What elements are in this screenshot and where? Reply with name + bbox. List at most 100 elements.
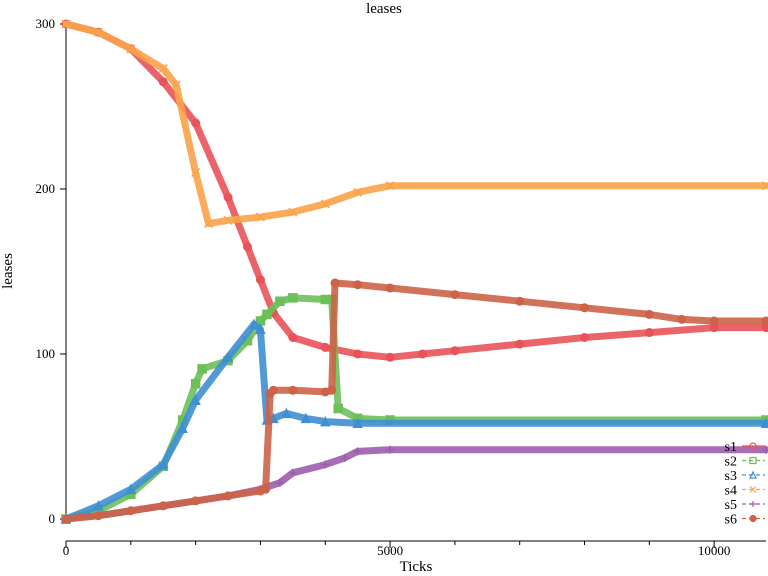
data-point-s5	[275, 478, 284, 487]
data-point-s4	[204, 219, 214, 229]
legend-label-s6: s6	[725, 513, 737, 528]
data-point-s2	[333, 403, 343, 414]
data-point-s3	[281, 407, 292, 419]
legend-label-s3: s3	[725, 469, 737, 484]
data-point-s1	[417, 349, 427, 359]
legend-marker-s5	[750, 501, 756, 507]
data-point-s4	[93, 27, 103, 37]
data-point-s1	[580, 333, 590, 342]
legend-marker-s6	[749, 514, 757, 523]
data-point-s5	[762, 445, 768, 454]
data-point-s6	[580, 303, 590, 313]
legend-marker-s3	[749, 470, 757, 479]
data-point-s6	[353, 280, 363, 290]
data-point-s5	[288, 468, 297, 477]
y-tick-label: 300	[36, 16, 56, 31]
data-point-s3	[222, 351, 234, 363]
data-point-s1	[644, 328, 654, 338]
legend-marker-s2	[749, 456, 757, 465]
data-point-s1	[385, 352, 395, 362]
data-point-s1	[320, 342, 330, 352]
data-point-s1	[223, 192, 233, 202]
data-point-s6	[268, 385, 278, 395]
data-point-s4	[223, 215, 233, 225]
chart-title: leases	[366, 1, 402, 17]
legend-label-s2: s2	[725, 455, 737, 470]
data-point-s6	[158, 501, 168, 511]
x-tick-label: 0	[63, 543, 70, 558]
y-tick-label: 100	[36, 346, 56, 361]
data-point-s3	[760, 417, 768, 429]
data-point-s6	[330, 278, 340, 288]
data-point-s6	[191, 496, 201, 506]
data-point-s1	[288, 333, 298, 342]
data-point-s2	[288, 293, 298, 303]
data-point-s6	[288, 385, 298, 395]
data-point-s6	[61, 514, 71, 524]
data-point-s4	[158, 64, 168, 74]
data-point-s6	[677, 314, 687, 324]
data-point-s5	[353, 447, 362, 456]
data-point-s4	[353, 187, 363, 197]
data-point-s3	[158, 458, 169, 470]
series-line-s4	[62, 20, 768, 228]
data-point-s1	[242, 242, 252, 252]
data-point-s6	[126, 506, 136, 516]
x-tick-label: 5000	[377, 543, 403, 558]
data-point-s6	[223, 491, 233, 501]
data-point-s1	[191, 118, 201, 128]
y-axis-title: leases	[0, 253, 16, 289]
data-point-s4	[761, 181, 768, 191]
data-point-s2	[275, 296, 285, 306]
data-point-s4	[288, 207, 298, 217]
data-point-s3	[125, 483, 137, 495]
data-point-s5	[340, 453, 349, 462]
series-line-s6	[62, 279, 768, 523]
data-point-s3	[190, 394, 201, 405]
data-point-s5	[386, 445, 395, 454]
data-point-s4	[126, 44, 136, 54]
y-tick-label: 200	[36, 181, 56, 196]
data-point-s6	[261, 484, 271, 494]
data-point-s1	[255, 275, 265, 285]
series-layer	[60, 19, 768, 524]
data-point-s3	[93, 500, 104, 511]
data-point-s1	[450, 346, 460, 356]
legend-label-s1: s1	[725, 440, 737, 455]
data-point-s3	[300, 412, 312, 424]
data-point-s2	[190, 378, 201, 389]
data-point-s4	[385, 181, 395, 191]
series-line-s5	[62, 446, 768, 523]
data-point-s2	[197, 364, 207, 374]
legend-label-s5: s5	[725, 498, 737, 513]
data-point-s3	[320, 415, 331, 427]
data-point-s6	[450, 290, 460, 300]
data-point-s6	[644, 309, 654, 319]
data-point-s4	[320, 199, 330, 209]
data-point-s6	[515, 296, 525, 306]
data-point-s4	[171, 80, 181, 90]
axes: 0 100 200 300 0 5000 10000	[36, 16, 766, 558]
data-point-s3	[255, 323, 266, 334]
data-point-s6	[385, 283, 395, 293]
data-point-s3	[352, 417, 363, 429]
data-point-s4	[255, 212, 265, 222]
legend-label-s4: s4	[725, 484, 737, 499]
data-point-s2	[262, 309, 272, 320]
legend-marker-s4	[749, 486, 757, 493]
x-axis-title: Ticks	[400, 559, 433, 575]
data-point-s3	[177, 422, 188, 433]
series-s6	[61, 278, 768, 524]
legend-marker-s1	[749, 442, 757, 450]
data-point-s5	[321, 460, 330, 469]
series-s3	[60, 318, 768, 524]
data-point-s1	[158, 77, 168, 87]
data-point-s6	[761, 316, 768, 326]
series-s4	[61, 19, 768, 229]
data-point-s3	[248, 318, 260, 330]
data-point-s1	[515, 339, 525, 349]
data-point-s6	[327, 385, 337, 395]
data-point-s6	[93, 511, 103, 521]
